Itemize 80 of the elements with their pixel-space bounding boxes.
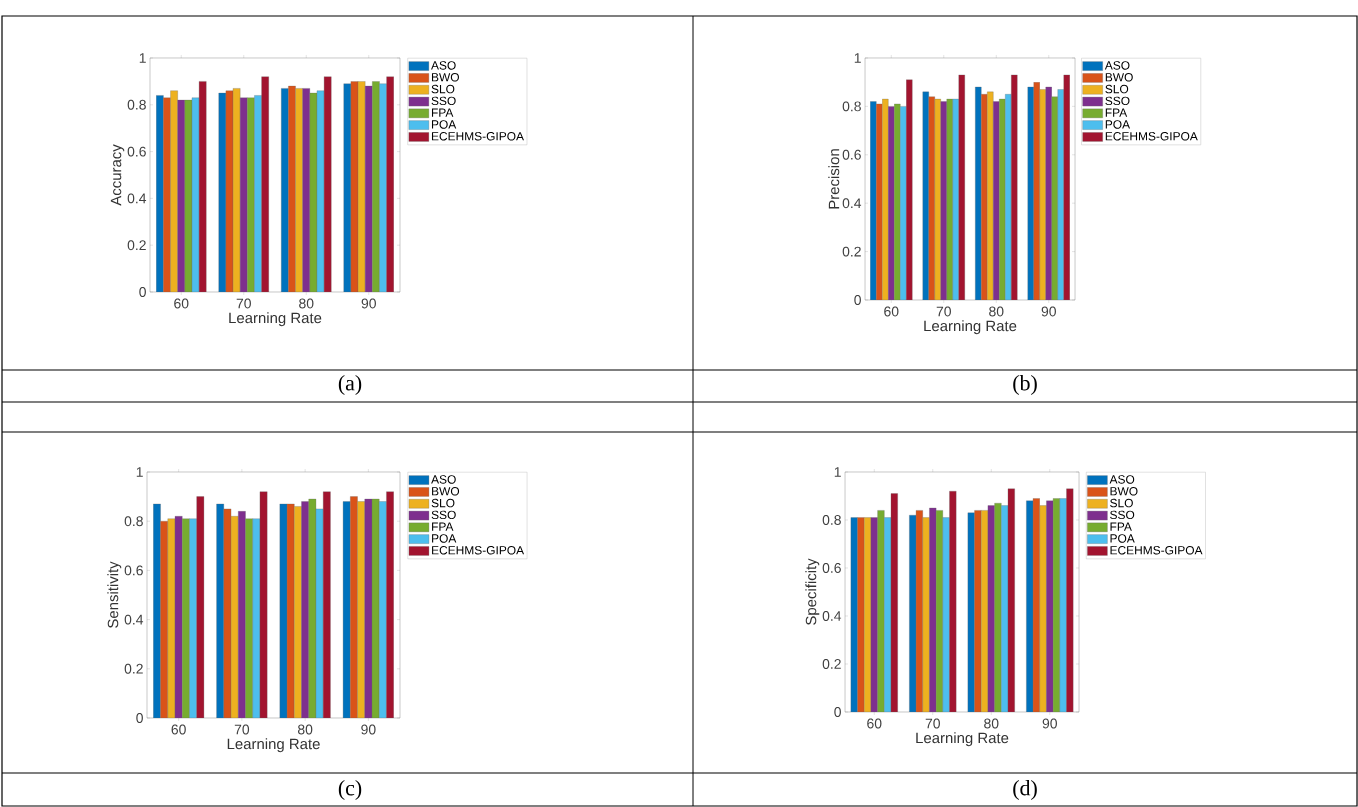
x-tick-label: 60 <box>884 306 899 317</box>
legend-label: FPA <box>1105 108 1128 117</box>
legend-label: SSO <box>431 96 456 106</box>
legend-label: ECEHMS-GIPOA <box>431 132 524 141</box>
y-tick-label: 0 <box>854 295 861 305</box>
legend-label: POA <box>1110 534 1135 543</box>
legend-label: FPA <box>1110 522 1132 531</box>
y-tick-label: 1 <box>854 53 861 63</box>
x-axis-title: Learning Rate <box>916 732 1009 747</box>
legend-label: BWO <box>431 73 459 82</box>
y-tick-label: 0 <box>139 287 146 297</box>
legend-label: SSO <box>1110 510 1135 520</box>
y-axis-title: Accuracy <box>110 144 125 206</box>
legend-label: POA <box>1105 120 1131 129</box>
x-tick-label: 60 <box>867 718 882 729</box>
legend-label: BWO <box>1110 487 1138 496</box>
x-tick-label: 70 <box>936 306 951 317</box>
x-tick-label: 70 <box>925 718 940 729</box>
legend-label: BWO <box>1105 73 1133 82</box>
x-tick-label: 80 <box>984 718 999 729</box>
x-tick-label: 80 <box>297 724 313 735</box>
x-axis-title: Learning Rate <box>924 320 1017 335</box>
text: (c) <box>338 780 362 800</box>
y-tick-label: 0.2 <box>127 240 146 251</box>
x-tick-label: 70 <box>234 724 250 735</box>
legend-label: ECEHMS-GIPOA <box>1110 546 1203 555</box>
y-tick-label: 0.8 <box>124 516 143 527</box>
legend-label: SLO <box>1110 498 1133 508</box>
legend-label: FPA <box>432 522 454 531</box>
y-tick-label: 1 <box>834 467 841 477</box>
y-tick-label: 0.6 <box>127 146 146 157</box>
y-tick-label: 0.8 <box>822 515 841 525</box>
legend-label: SLO <box>431 84 455 94</box>
y-tick-label: 0.6 <box>124 565 143 576</box>
legend-label: ASO <box>1109 475 1135 484</box>
y-axis-title: Precision <box>828 149 840 209</box>
y-tick-label: 0.8 <box>127 99 146 110</box>
legend-label: SLO <box>1105 84 1129 94</box>
x-axis-title: Learning Rate <box>229 312 322 327</box>
x-tick-label: 60 <box>171 724 186 735</box>
x-tick-label: 90 <box>361 724 376 735</box>
x-tick-label: 80 <box>299 298 314 309</box>
text: (b) <box>1013 375 1037 395</box>
legend-label: POA <box>431 120 457 129</box>
legend-label: ASO <box>431 475 456 484</box>
legend-label: ASO <box>431 61 456 70</box>
legend-label: SSO <box>1105 96 1130 106</box>
legend-label: ECEHMS-GIPOA <box>432 546 525 555</box>
y-tick-label: 0.4 <box>842 198 862 209</box>
legend-label: SSO <box>431 510 456 520</box>
y-tick-label: 0.2 <box>842 246 861 257</box>
y-tick-label: 0.4 <box>822 611 842 621</box>
x-tick-label: 90 <box>1041 306 1056 317</box>
x-tick-label: 90 <box>361 298 376 309</box>
legend-label: FPA <box>431 108 454 117</box>
y-tick-label: 0.2 <box>124 663 143 674</box>
y-tick-label: 0.4 <box>127 193 147 204</box>
x-axis-title: Learning Rate <box>227 738 320 753</box>
x-tick-label: 60 <box>174 298 189 309</box>
legend-label: BWO <box>432 487 460 496</box>
y-tick-label: 0.2 <box>822 659 841 669</box>
legend-label: ASO <box>1104 61 1130 70</box>
y-tick-label: 1 <box>136 467 143 477</box>
y-tick-label: 0.8 <box>842 101 861 112</box>
legend-label: POA <box>432 534 457 543</box>
y-tick-label: 0.6 <box>822 563 841 573</box>
y-tick-label: 0 <box>834 707 841 717</box>
x-tick-label: 80 <box>989 306 1004 317</box>
y-tick-label: 0.6 <box>842 149 861 160</box>
y-axis-title: Specificity <box>805 558 820 625</box>
y-tick-label: 1 <box>139 53 146 63</box>
legend-label: SLO <box>431 498 455 508</box>
legend-label: ECEHMS-GIPOA <box>1105 132 1198 141</box>
text: (d) <box>1013 780 1037 800</box>
x-tick-label: 90 <box>1042 718 1057 729</box>
x-tick-label: 70 <box>236 298 251 309</box>
text: (a) <box>338 375 362 395</box>
y-axis-title: Sensitivity <box>107 561 122 628</box>
y-tick-label: 0 <box>136 713 143 723</box>
y-tick-label: 0.4 <box>124 614 144 625</box>
